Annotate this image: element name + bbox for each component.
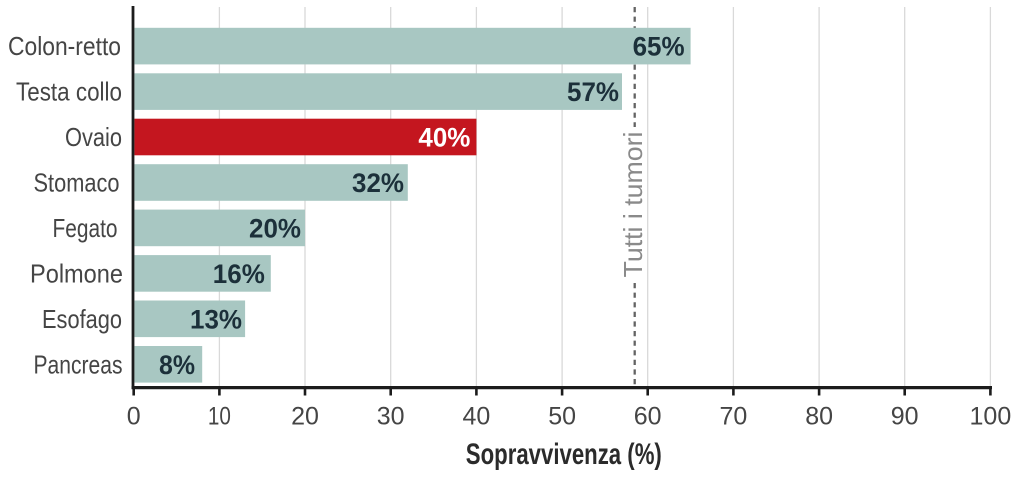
svg-text:0: 0 bbox=[127, 402, 141, 430]
svg-text:60: 60 bbox=[634, 402, 662, 430]
svg-text:Testa collo: Testa collo bbox=[16, 77, 122, 107]
svg-text:32%: 32% bbox=[352, 168, 404, 198]
svg-text:Ovaio: Ovaio bbox=[65, 122, 122, 152]
svg-text:57%: 57% bbox=[567, 77, 619, 107]
svg-text:Sopravvivenza (%): Sopravvivenza (%) bbox=[466, 438, 662, 471]
svg-text:80: 80 bbox=[805, 402, 833, 430]
svg-text:70: 70 bbox=[719, 402, 747, 430]
svg-text:Colon-retto: Colon-retto bbox=[8, 31, 121, 61]
svg-text:65%: 65% bbox=[633, 32, 685, 62]
svg-text:10: 10 bbox=[208, 402, 231, 430]
svg-text:Polmone: Polmone bbox=[30, 258, 123, 288]
svg-text:20%: 20% bbox=[249, 213, 301, 243]
svg-text:Stomaco: Stomaco bbox=[34, 168, 120, 198]
svg-text:Tutti i tumori: Tutti i tumori bbox=[618, 132, 648, 278]
svg-text:50: 50 bbox=[548, 402, 576, 430]
svg-text:30: 30 bbox=[377, 402, 405, 430]
svg-text:20: 20 bbox=[291, 402, 319, 430]
svg-text:Esofago: Esofago bbox=[42, 304, 122, 334]
svg-text:100: 100 bbox=[970, 402, 1012, 430]
svg-text:40: 40 bbox=[462, 402, 490, 430]
svg-text:90: 90 bbox=[891, 402, 919, 430]
svg-text:13%: 13% bbox=[190, 304, 242, 334]
svg-text:Pancreas: Pancreas bbox=[34, 349, 123, 379]
svg-text:40%: 40% bbox=[418, 123, 470, 153]
svg-text:16%: 16% bbox=[213, 259, 265, 289]
svg-text:Fegato: Fegato bbox=[53, 213, 118, 243]
svg-text:8%: 8% bbox=[159, 350, 195, 380]
